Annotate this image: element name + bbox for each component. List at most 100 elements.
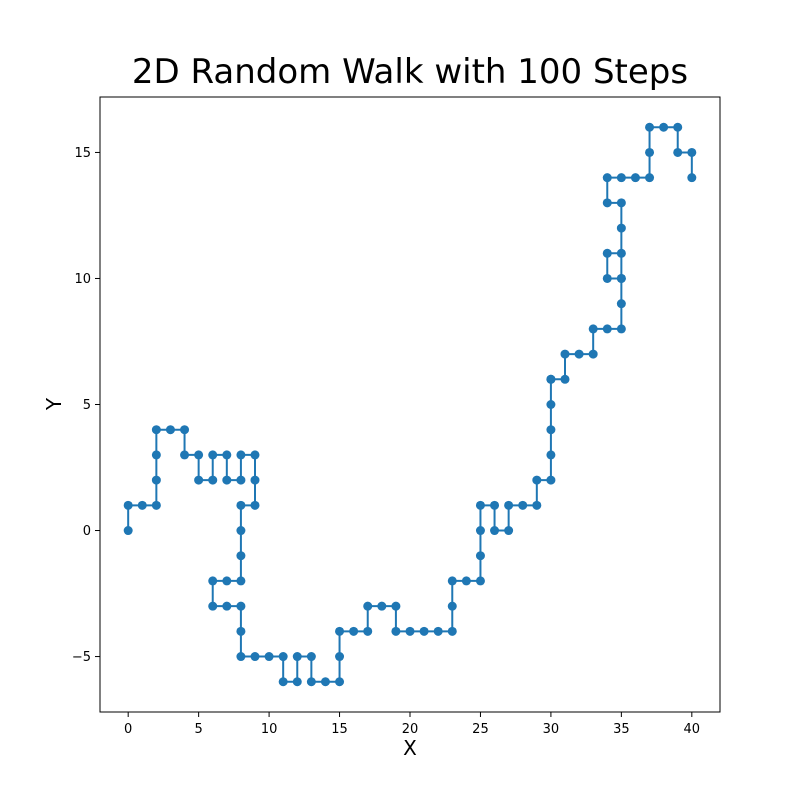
- data-point: [250, 475, 260, 485]
- data-point: [236, 475, 246, 485]
- data-point: [236, 576, 246, 586]
- data-point: [602, 248, 612, 258]
- data-point: [180, 425, 190, 435]
- data-point: [475, 551, 485, 561]
- data-point: [236, 551, 246, 561]
- data-point: [504, 500, 514, 510]
- data-point: [292, 652, 302, 662]
- data-point: [208, 450, 218, 460]
- data-point: [236, 500, 246, 510]
- y-tick-label: 0: [83, 524, 91, 539]
- x-tick-label: 35: [613, 722, 630, 737]
- y-tick-label: 5: [83, 398, 91, 413]
- data-point: [250, 500, 260, 510]
- data-point: [616, 248, 626, 258]
- data-point: [490, 500, 500, 510]
- data-point: [236, 652, 246, 662]
- data-point: [433, 626, 443, 636]
- data-point: [616, 273, 626, 283]
- data-point: [602, 198, 612, 208]
- data-point: [588, 349, 598, 359]
- data-point: [490, 526, 500, 536]
- data-point: [560, 374, 570, 384]
- data-point: [123, 500, 133, 510]
- data-point: [447, 576, 457, 586]
- x-tick-label: 40: [684, 722, 701, 737]
- data-point: [194, 450, 204, 460]
- data-point: [208, 601, 218, 611]
- data-point: [645, 173, 655, 183]
- data-point: [194, 475, 204, 485]
- x-tick-label: 20: [402, 722, 419, 737]
- data-point: [320, 677, 330, 687]
- data-point: [405, 626, 415, 636]
- data-point: [250, 652, 260, 662]
- x-axis-label: X: [403, 736, 417, 760]
- data-point: [419, 626, 429, 636]
- chart-title: 2D Random Walk with 100 Steps: [131, 52, 689, 92]
- data-point: [673, 122, 683, 132]
- data-point: [532, 500, 542, 510]
- data-point: [602, 173, 612, 183]
- data-point: [250, 450, 260, 460]
- data-point: [335, 677, 345, 687]
- data-point: [546, 400, 556, 409]
- x-tick-label: 10: [261, 722, 278, 737]
- data-point: [616, 299, 626, 309]
- data-point: [236, 526, 246, 536]
- data-point: [616, 173, 626, 183]
- data-point: [588, 324, 598, 334]
- data-point: [222, 601, 232, 611]
- series-line: [127, 126, 693, 683]
- data-point: [687, 147, 697, 157]
- x-tick-label: 15: [331, 722, 348, 737]
- data-point: [447, 601, 457, 611]
- data-point: [616, 198, 626, 208]
- data-point: [645, 122, 655, 132]
- data-point: [278, 652, 288, 662]
- data-point: [475, 500, 485, 510]
- data-point: [673, 147, 683, 157]
- y-tick-label: 10: [74, 272, 91, 287]
- x-tick-label: 30: [543, 722, 560, 737]
- data-point: [137, 500, 147, 510]
- data-point: [222, 475, 232, 485]
- data-point: [151, 500, 161, 510]
- data-point: [335, 626, 345, 636]
- data-point: [616, 223, 626, 233]
- data-point: [151, 450, 161, 460]
- data-point: [363, 626, 373, 636]
- data-point: [518, 500, 528, 510]
- x-tick-label: 5: [194, 722, 202, 737]
- data-point: [546, 475, 556, 485]
- data-point: [335, 652, 345, 662]
- data-point: [363, 601, 373, 611]
- data-point: [461, 576, 471, 586]
- data-point: [151, 425, 161, 435]
- data-point: [306, 652, 316, 662]
- data-point: [236, 450, 246, 460]
- data-point: [264, 652, 274, 662]
- data-point: [546, 374, 556, 384]
- data-point: [349, 626, 359, 636]
- y-axis-label: Y: [42, 397, 66, 411]
- data-point: [447, 626, 457, 636]
- data-point: [602, 324, 612, 334]
- data-point: [687, 173, 697, 183]
- y-tick-label: −5: [72, 650, 91, 665]
- x-tick-label: 0: [124, 722, 132, 737]
- data-point: [574, 349, 584, 359]
- data-point: [222, 576, 232, 586]
- data-point: [475, 526, 485, 536]
- x-tick-label: 25: [472, 722, 489, 737]
- data-point: [532, 475, 542, 485]
- data-point: [546, 425, 556, 435]
- data-point: [208, 475, 218, 485]
- data-point: [391, 601, 401, 611]
- data-point: [151, 475, 161, 485]
- data-point: [391, 626, 401, 636]
- data-point: [504, 526, 514, 536]
- data-point: [165, 425, 175, 435]
